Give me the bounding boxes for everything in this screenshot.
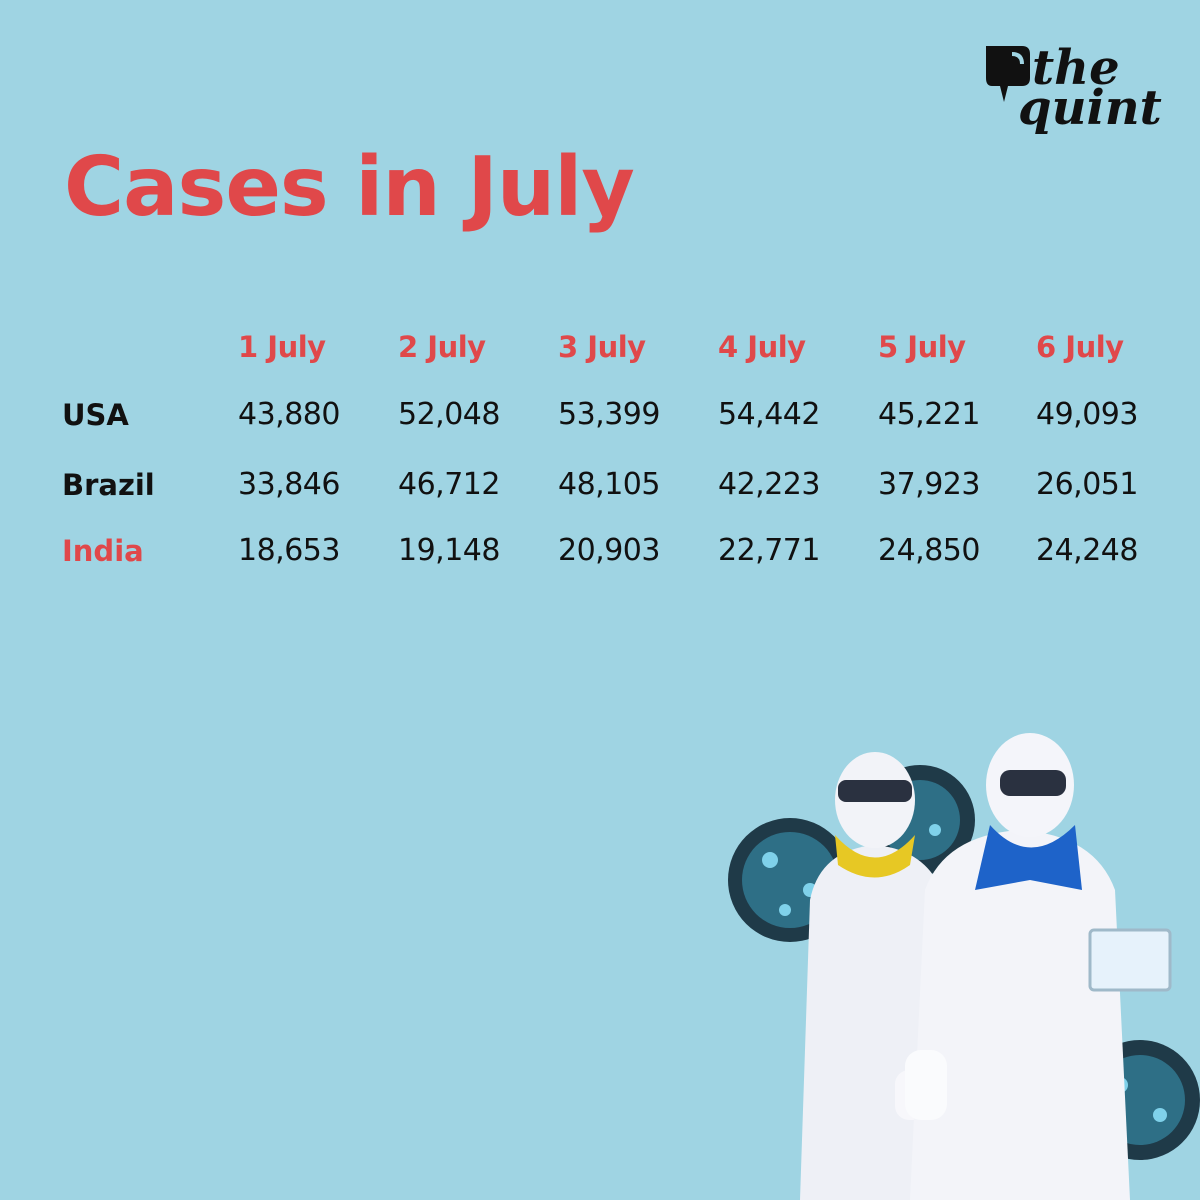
table-cell: 45,221 <box>878 397 980 432</box>
table-cell: 49,093 <box>1036 397 1138 432</box>
health-worker-right <box>905 733 1172 1200</box>
table-cell: 43,880 <box>238 397 340 432</box>
column-header: 3 July <box>558 330 646 364</box>
column-header: 4 July <box>718 330 806 364</box>
table-cell: 33,846 <box>238 467 340 502</box>
column-header: 2 July <box>398 330 486 364</box>
row-label: USA <box>62 398 129 432</box>
table-cell: 54,442 <box>718 397 820 432</box>
the-quint-logo: the quint <box>978 40 1162 150</box>
column-header: 1 July <box>238 330 326 364</box>
table-cell: 18,653 <box>238 533 340 568</box>
table-cell: 26,051 <box>1036 467 1138 502</box>
table-cell: 24,850 <box>878 533 980 568</box>
column-header: 6 July <box>1036 330 1124 364</box>
table-cell: 48,105 <box>558 467 660 502</box>
table-cell: 52,048 <box>398 397 500 432</box>
table-cell: 46,712 <box>398 467 500 502</box>
table-cell: 42,223 <box>718 467 820 502</box>
health-workers-ppe-illustration <box>728 733 1200 1200</box>
logo-word-quint: quint <box>1018 80 1162 136</box>
chart-title: Cases in July <box>64 140 635 235</box>
row-label: India <box>62 534 144 568</box>
column-header: 5 July <box>878 330 966 364</box>
table-cell: 22,771 <box>718 533 820 568</box>
logo-word-the: the <box>1032 40 1120 96</box>
table-cell: 37,923 <box>878 467 980 502</box>
table-cell: 19,148 <box>398 533 500 568</box>
speech-bubble-icon <box>986 46 1030 102</box>
row-label: Brazil <box>62 468 155 502</box>
table-cell: 53,399 <box>558 397 660 432</box>
table-cell: 24,248 <box>1036 533 1138 568</box>
table-cell: 20,903 <box>558 533 660 568</box>
